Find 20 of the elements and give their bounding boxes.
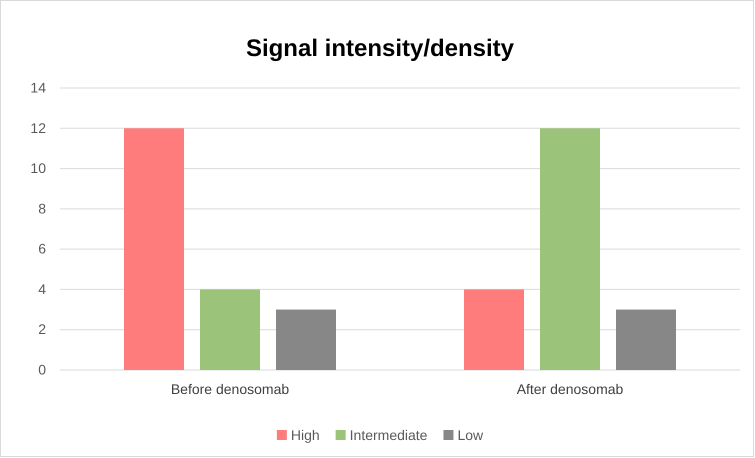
bar — [540, 128, 600, 370]
y-tick-label: 12 — [30, 120, 46, 136]
bar — [616, 310, 676, 370]
bar — [276, 310, 336, 370]
chart-title: Signal intensity/density — [246, 35, 515, 62]
y-tick-label: 10 — [30, 160, 46, 176]
legend-label: Low — [457, 427, 484, 443]
y-tick-label: 6 — [38, 240, 46, 257]
legend-label: Intermediate — [350, 427, 428, 443]
y-tick-label: 2 — [38, 321, 46, 338]
y-tick-label: 8 — [38, 200, 46, 216]
bar — [464, 289, 524, 370]
legend-label: High — [290, 427, 320, 443]
y-tick-label: 4 — [38, 280, 46, 297]
y-tick-label: 0 — [38, 361, 46, 378]
x-tick-label: Before denosomab — [170, 380, 290, 397]
x-tick-label: After denosomab — [516, 380, 624, 397]
bar — [200, 289, 260, 370]
bar — [124, 128, 184, 370]
y-tick-label: 14 — [30, 79, 46, 96]
